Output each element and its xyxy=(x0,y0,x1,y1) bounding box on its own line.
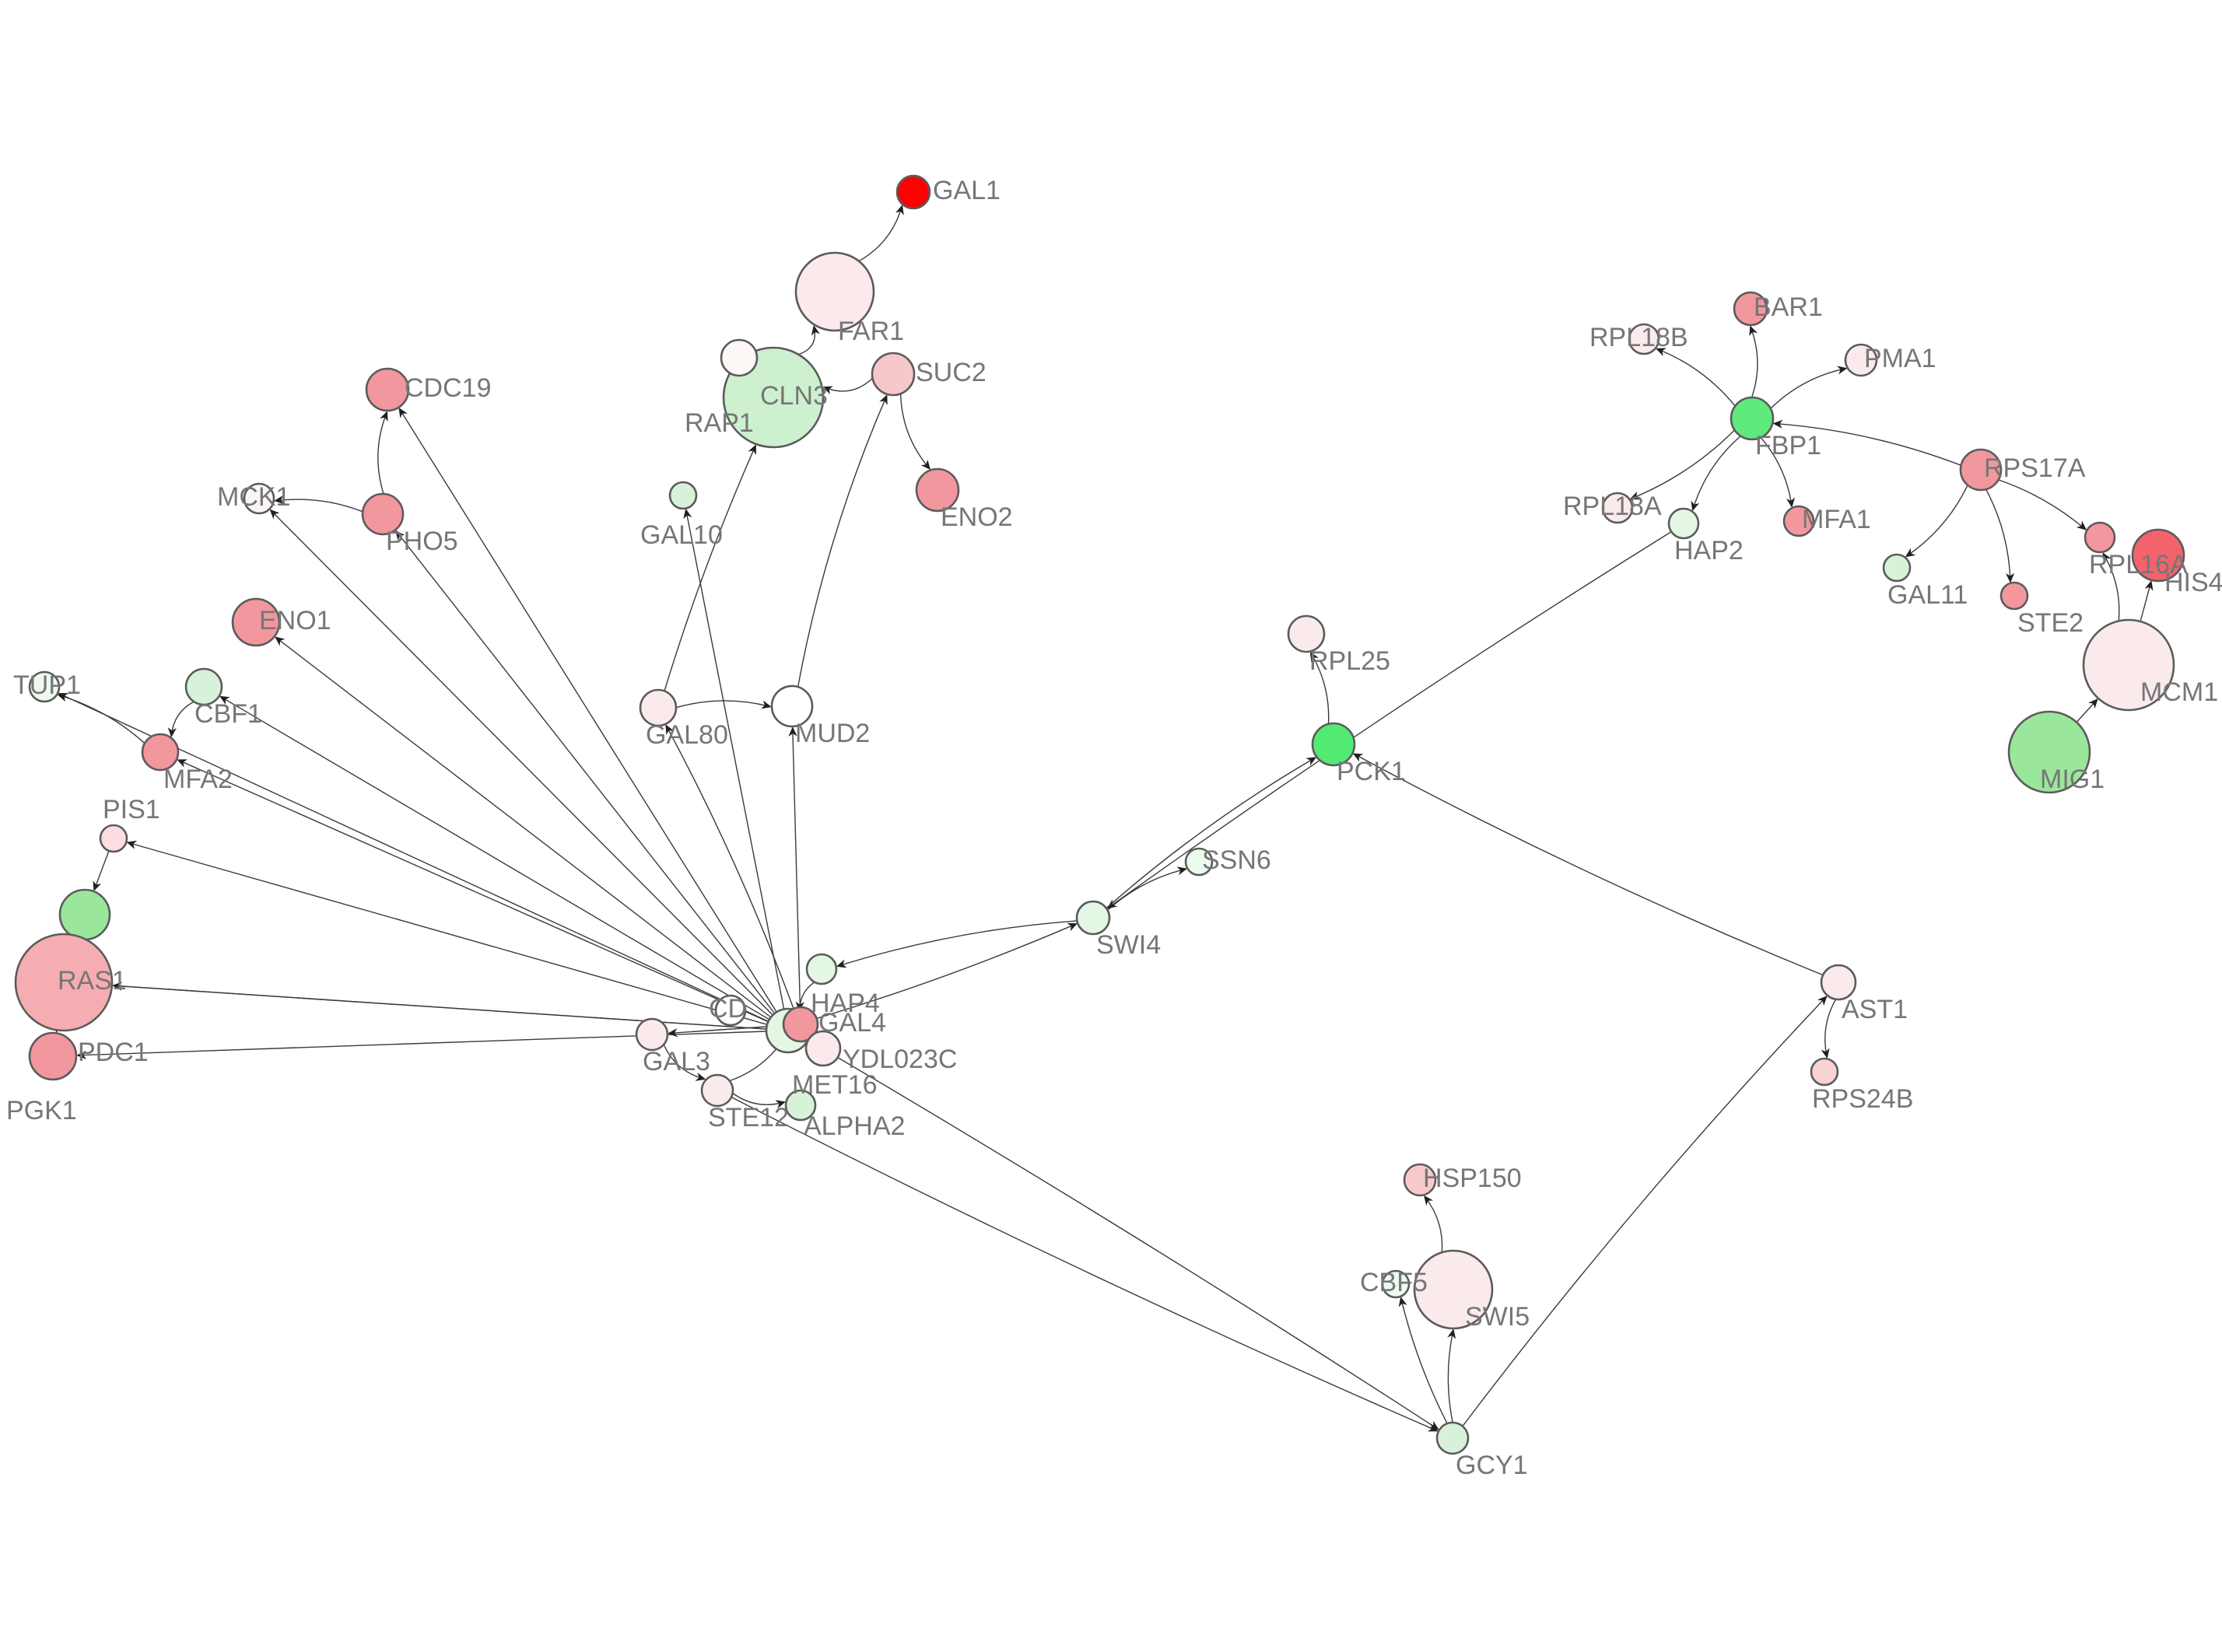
svg-text:SWI5: SWI5 xyxy=(1465,1302,1530,1332)
svg-text:SSN6: SSN6 xyxy=(1202,845,1271,875)
svg-text:MCK1: MCK1 xyxy=(217,482,290,512)
svg-text:CBF1: CBF1 xyxy=(195,699,262,729)
svg-text:TUP1: TUP1 xyxy=(13,670,81,700)
svg-text:AST1: AST1 xyxy=(1842,995,1908,1024)
svg-text:GAL4: GAL4 xyxy=(818,1008,886,1038)
svg-text:PIS1: PIS1 xyxy=(103,795,160,824)
svg-text:ENO1: ENO1 xyxy=(259,606,331,635)
svg-text:RAS1: RAS1 xyxy=(58,966,127,996)
svg-text:PHO5: PHO5 xyxy=(386,527,458,556)
svg-text:GAL11: GAL11 xyxy=(1887,580,1968,610)
svg-text:GCY1: GCY1 xyxy=(1456,1451,1528,1480)
svg-text:GAL80: GAL80 xyxy=(646,720,728,750)
svg-text:MFA2: MFA2 xyxy=(163,765,233,794)
svg-text:SWI4: SWI4 xyxy=(1096,930,1161,960)
svg-text:ALPHA2: ALPHA2 xyxy=(804,1111,905,1141)
svg-text:STE2: STE2 xyxy=(2017,608,2084,638)
svg-text:GAL3: GAL3 xyxy=(643,1047,710,1076)
svg-text:RPS17A: RPS17A xyxy=(1984,453,2086,483)
svg-text:RPL18A: RPL18A xyxy=(1563,492,1662,521)
svg-text:CBF5: CBF5 xyxy=(1360,1268,1428,1297)
svg-text:STE12: STE12 xyxy=(708,1103,789,1132)
svg-text:CLN3: CLN3 xyxy=(760,381,828,411)
svg-text:HIS4: HIS4 xyxy=(2164,568,2222,597)
svg-text:PMA1: PMA1 xyxy=(1864,344,1936,373)
svg-text:GAL10: GAL10 xyxy=(640,520,723,550)
svg-text:RPL25: RPL25 xyxy=(1309,646,1390,676)
svg-text:HSP150: HSP150 xyxy=(1423,1164,1522,1193)
svg-text:CDC19: CDC19 xyxy=(405,373,491,403)
svg-text:PCK1: PCK1 xyxy=(1337,757,1406,786)
svg-text:SUC2: SUC2 xyxy=(916,358,987,387)
svg-text:MUD2: MUD2 xyxy=(795,719,870,748)
svg-text:MCM1: MCM1 xyxy=(2140,677,2218,707)
svg-text:GAL1: GAL1 xyxy=(933,176,1001,205)
svg-text:PGK1: PGK1 xyxy=(6,1096,77,1125)
svg-text:RPL18B: RPL18B xyxy=(1589,323,1688,352)
svg-text:BAR1: BAR1 xyxy=(1754,292,1823,322)
svg-text:MIG1: MIG1 xyxy=(2040,765,2105,794)
svg-text:MFA1: MFA1 xyxy=(1802,505,1871,534)
svg-text:PDC1: PDC1 xyxy=(78,1038,149,1067)
svg-text:ENO2: ENO2 xyxy=(941,502,1013,532)
svg-text:FAR1: FAR1 xyxy=(838,317,904,346)
svg-text:RPS24B: RPS24B xyxy=(1812,1084,1913,1114)
svg-text:RAP1: RAP1 xyxy=(685,408,754,438)
svg-text:MET16: MET16 xyxy=(792,1070,878,1100)
svg-text:CD: CD xyxy=(709,994,747,1024)
svg-text:FBP1: FBP1 xyxy=(1755,431,1821,460)
svg-text:HAP2: HAP2 xyxy=(1674,536,1744,565)
